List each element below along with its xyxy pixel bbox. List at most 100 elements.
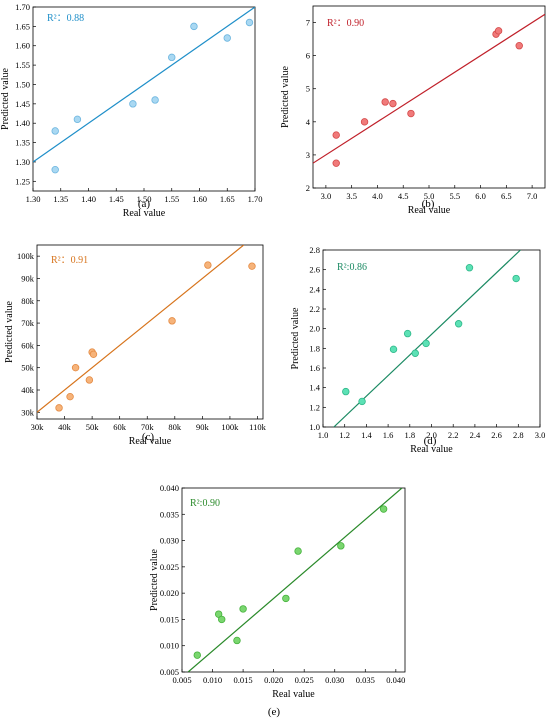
x-tick-label: 30k — [31, 422, 45, 432]
x-axis-label: Real value — [410, 444, 453, 455]
r-squared-annotation: R²：0.88 — [47, 13, 84, 24]
data-point — [73, 115, 82, 124]
data-point — [51, 165, 59, 174]
plot-frame — [36, 244, 264, 420]
x-tick-label: 1.30 — [26, 194, 41, 204]
x-tick-label: 3.0 — [535, 430, 546, 440]
data-point — [282, 594, 290, 603]
data-point — [248, 262, 256, 270]
x-tick-label: 70k — [141, 422, 155, 432]
x-tick-label: 1.55 — [164, 194, 179, 204]
x-tick-label: 110k — [249, 422, 266, 432]
plot-frame — [181, 487, 406, 673]
chart-panel-d: 1.0 1.2 1.4 1.6 1.8 2.0 2.2 2.4 2.6 2.8 3.0 1.0 1.2 1… — [290, 245, 545, 455]
x-tick-label: 1.65 — [220, 194, 235, 204]
data-point — [168, 53, 176, 62]
y-tick-label: 1.45 — [15, 99, 30, 109]
fit-line — [33, 7, 255, 163]
r-squared-annotation: R²:0.86 — [337, 262, 367, 273]
y-axis-label: Predicted value — [0, 67, 11, 129]
y-tick-label: 0.010 — [160, 641, 179, 651]
x-tick-label: 0.025 — [295, 675, 314, 685]
x-tick-label: 1.6 — [383, 430, 394, 440]
x-tick-label: 3.5 — [346, 191, 357, 201]
data-point — [407, 109, 415, 118]
x-tick-label: 1.40 — [81, 194, 96, 204]
data-point — [494, 27, 503, 35]
x-tick-label: 6.0 — [475, 191, 486, 201]
data-point — [411, 349, 419, 357]
data-point — [85, 376, 94, 384]
y-axis-label: Predicted value — [149, 548, 160, 610]
y-axis-label: Predicted value — [290, 307, 301, 369]
x-tick-label: 60k — [113, 422, 127, 432]
panel-label: (e) — [268, 706, 281, 718]
x-axis-label: Real value — [272, 689, 315, 700]
x-tick-label: 100k — [221, 422, 239, 432]
data-point — [129, 100, 137, 108]
y-tick-label: 0.035 — [160, 509, 179, 519]
x-tick-label: 1.4 — [361, 430, 372, 440]
data-point — [332, 131, 340, 139]
data-point — [389, 345, 398, 354]
r-squared-annotation: R²:0.90 — [190, 498, 220, 509]
data-point — [337, 542, 345, 550]
data-point — [71, 363, 80, 372]
x-tick-label: 6.5 — [501, 191, 512, 201]
x-axis-label: Real value — [408, 205, 451, 216]
data-point — [239, 605, 247, 613]
fit-line — [313, 13, 545, 164]
y-tick-label: 3 — [306, 150, 310, 160]
chart-panel-e: 0.005 0.010 0.015 0.020 0.025 0.030 0.035 0.040… — [149, 483, 406, 718]
y-tick-label: 1.40 — [15, 118, 30, 128]
y-tick-label: 1.6 — [309, 363, 320, 373]
y-tick-label: 7 — [306, 18, 310, 28]
data-point — [51, 127, 59, 135]
x-tick-label: 2.6 — [491, 430, 502, 440]
data-point — [89, 350, 98, 359]
data-point — [358, 397, 366, 406]
data-point — [223, 34, 231, 42]
x-axis-label: Real value — [123, 208, 166, 219]
y-tick-label: 1.25 — [15, 176, 30, 186]
x-tick-label: 0.040 — [386, 675, 405, 685]
plot-frame — [322, 249, 541, 428]
y-tick-label: 1.4 — [309, 383, 320, 393]
x-tick-label: 80k — [168, 422, 182, 432]
x-tick-label: 0.015 — [234, 675, 253, 685]
x-tick-label: 4.0 — [372, 191, 383, 201]
y-tick-label: 1.55 — [15, 60, 30, 70]
x-tick-label: 7.0 — [527, 191, 538, 201]
data-point — [381, 98, 389, 106]
y-tick-label: 50k — [21, 363, 35, 373]
data-point — [151, 96, 159, 104]
data-point — [55, 404, 63, 412]
y-tick-label: 2.2 — [309, 304, 320, 314]
y-tick-label: 30k — [21, 407, 35, 417]
x-tick-label: 1.50 — [137, 194, 152, 204]
x-tick-label: 0.010 — [203, 675, 222, 685]
data-point — [204, 261, 212, 269]
y-tick-label: 0.030 — [160, 536, 179, 546]
x-tick-label: 0.020 — [264, 675, 283, 685]
y-tick-label: 100k — [17, 251, 35, 261]
y-tick-label: 4 — [306, 117, 311, 127]
y-tick-label: 1.65 — [15, 21, 30, 31]
y-tick-label: 1.70 — [15, 2, 30, 12]
y-tick-label: 2.0 — [309, 324, 320, 334]
x-tick-label: 4.5 — [398, 191, 409, 201]
y-tick-label: 1.2 — [309, 402, 320, 412]
data-point — [512, 274, 520, 283]
y-tick-label: 1.60 — [15, 41, 30, 51]
r-squared-annotation: R²：0.90 — [327, 18, 364, 29]
y-axis-label: Predicted value — [4, 300, 15, 362]
data-point — [515, 42, 523, 50]
fit-line — [187, 488, 403, 672]
x-tick-label: 5.0 — [424, 191, 435, 201]
x-tick-label: 0.035 — [356, 675, 375, 685]
plot-frame — [312, 5, 546, 189]
y-tick-label: 80k — [21, 296, 35, 306]
chart-panel-c: 30k 40k 50k 60k 70k 80k 90k 100k 110k 30k 40k 50k 60… — [4, 244, 267, 447]
y-tick-label: 1.50 — [15, 79, 30, 89]
